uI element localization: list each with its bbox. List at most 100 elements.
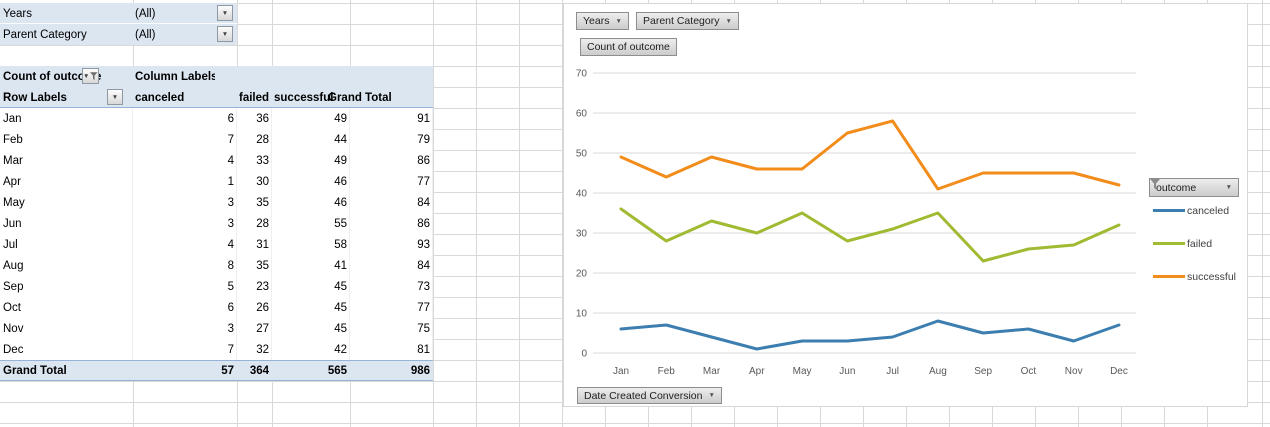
- cell: 73: [350, 276, 433, 297]
- cell: 79: [350, 129, 433, 150]
- cell: 41: [272, 255, 350, 276]
- chevron-down-icon: ▼: [111, 93, 119, 101]
- filter-label: Parent Category: [3, 28, 87, 41]
- cell: 57: [221, 364, 234, 377]
- row-label: Jan: [0, 108, 133, 129]
- cell: 36: [237, 108, 272, 129]
- x-axis-tick-label: Nov: [1065, 366, 1083, 377]
- x-axis-tick-label: Jul: [886, 366, 899, 377]
- series-line-canceled: [619, 319, 1121, 351]
- y-axis-tick-label: 20: [576, 269, 588, 280]
- legend-item-canceled: canceled: [1153, 194, 1236, 227]
- legend-outcome-field-button[interactable]: outcome ▼: [1149, 178, 1239, 197]
- legend-swatch: [1153, 209, 1185, 212]
- x-axis-tick-label: Apr: [749, 366, 765, 377]
- row-label: Nov: [0, 318, 133, 339]
- chevron-down-icon: ▼: [725, 17, 732, 25]
- row-label: Jun: [0, 213, 133, 234]
- field-button-label: Years: [583, 15, 610, 27]
- field-button-label: Parent Category: [643, 15, 720, 27]
- grand-total-label: Grand Total: [3, 364, 67, 377]
- cell: 31: [237, 234, 272, 255]
- sheet-gridline: [433, 0, 434, 427]
- chart-axis-field-button[interactable]: Date Created Conversion ▼: [577, 387, 722, 404]
- chart-parent-category-field-button[interactable]: Parent Category ▼: [636, 12, 739, 30]
- cell: 565: [327, 364, 347, 377]
- row-labels-cell: Row Labels ▼: [0, 87, 133, 108]
- cell: 45: [272, 276, 350, 297]
- x-axis-tick-label: Dec: [1110, 366, 1128, 377]
- row-labels-text: Row Labels: [3, 91, 67, 104]
- cell: 1: [133, 171, 237, 192]
- series-line-successful: [619, 119, 1121, 191]
- y-axis-tick-label: 0: [581, 349, 587, 360]
- cell: 28: [237, 129, 272, 150]
- parent-category-filter-dropdown-button[interactable]: ▼: [217, 26, 233, 42]
- legend-label: successful: [1187, 270, 1237, 283]
- column-labels-cell: Column Labels ▼: [82, 66, 237, 87]
- cell: 55: [272, 213, 350, 234]
- sheet-gridline: [519, 0, 520, 427]
- field-button-label: outcome: [1156, 181, 1197, 194]
- cell: 45: [272, 297, 350, 318]
- cell: 35: [237, 192, 272, 213]
- field-button-label: Count of outcome: [587, 41, 670, 53]
- pivot-row-jun: Jun 3 28 55 86: [0, 213, 433, 234]
- pivot-row-nov: Nov 3 27 45 75: [0, 318, 433, 339]
- cell: 5: [133, 276, 237, 297]
- cell: 93: [350, 234, 433, 255]
- chart-value-field-button[interactable]: Count of outcome: [580, 38, 677, 56]
- funnel-icon: [1150, 179, 1160, 190]
- cell: 77: [350, 171, 433, 192]
- x-axis-tick-label: Jun: [839, 366, 855, 377]
- cell: 33: [237, 150, 272, 171]
- cell: 7: [133, 129, 237, 150]
- cell: 91: [350, 108, 433, 129]
- pivot-row-dec: Dec 7 32 42 81: [0, 339, 433, 360]
- cell: 35: [237, 255, 272, 276]
- row-labels-dropdown-button[interactable]: ▼: [107, 89, 123, 105]
- legend-item-successful: successful: [1153, 260, 1236, 293]
- cell: 28: [237, 213, 272, 234]
- filter-value: (All): [135, 7, 156, 20]
- cell: 86: [350, 150, 433, 171]
- cell: 77: [350, 297, 433, 318]
- chevron-down-icon: ▼: [221, 30, 229, 38]
- cell: 42: [272, 339, 350, 360]
- years-filter-dropdown-button[interactable]: ▼: [217, 5, 233, 21]
- pivot-row-aug: Aug 8 35 41 84: [0, 255, 433, 276]
- pivot-row-apr: Apr 1 30 46 77: [0, 171, 433, 192]
- x-axis-tick-label: Aug: [929, 366, 947, 377]
- row-label: Mar: [0, 150, 133, 171]
- chevron-down-icon: ▼: [615, 17, 622, 25]
- col-header-successful: successful: [274, 91, 334, 104]
- row-label: Dec: [0, 339, 133, 360]
- cell: 32: [237, 339, 272, 360]
- pivot-report-filters: Years (All) ▼ Parent Category (All) ▼: [0, 3, 237, 45]
- field-button-label: Date Created Conversion: [584, 389, 703, 402]
- cell: 26: [237, 297, 272, 318]
- cell: 46: [272, 171, 350, 192]
- chart-years-field-button[interactable]: Years ▼: [576, 12, 629, 30]
- funnel-icon: [90, 71, 98, 80]
- row-label: Sep: [0, 276, 133, 297]
- filter-value: (All): [135, 28, 156, 41]
- cell: 81: [350, 339, 433, 360]
- row-label: Aug: [0, 255, 133, 276]
- cell: 86: [350, 213, 433, 234]
- chevron-down-icon: ▼: [221, 9, 229, 17]
- filter-label: Years: [3, 7, 32, 20]
- filter-row-years: Years (All) ▼: [0, 3, 237, 24]
- row-label: Apr: [0, 171, 133, 192]
- x-axis-tick-label: Oct: [1021, 366, 1037, 377]
- sheet-gridline: [1262, 0, 1263, 427]
- col-header-canceled: canceled: [135, 91, 185, 104]
- pivot-row-mar: Mar 4 33 49 86: [0, 150, 433, 171]
- column-labels-filter-button[interactable]: ▼: [82, 68, 99, 84]
- x-axis-tick-label: Mar: [703, 366, 721, 377]
- legend-item-failed: failed: [1153, 227, 1236, 260]
- column-labels-text: Column Labels: [135, 70, 215, 83]
- filter-row-parent-category: Parent Category (All) ▼: [0, 24, 237, 45]
- measure-label: Count of outcome: [3, 70, 102, 83]
